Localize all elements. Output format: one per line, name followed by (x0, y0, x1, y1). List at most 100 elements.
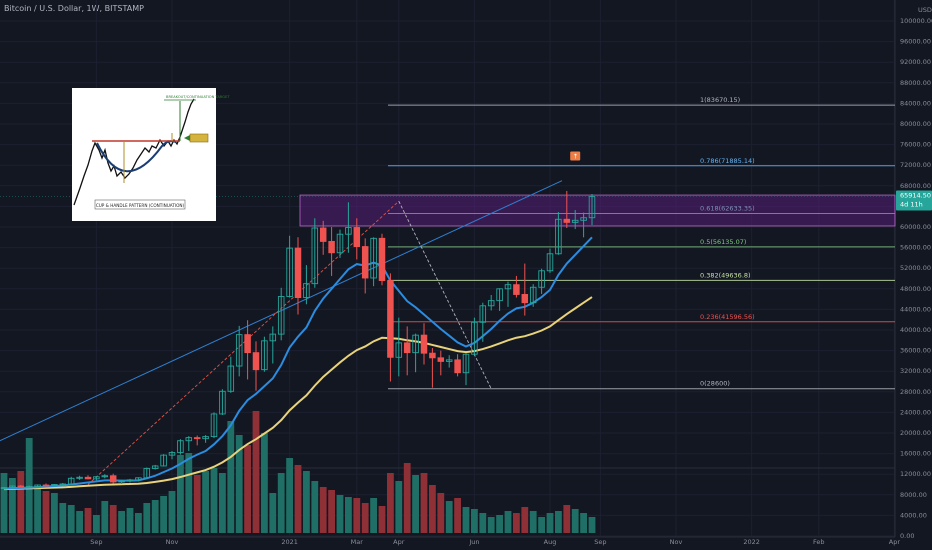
volume-bar (487, 517, 495, 533)
currency-label: USD (918, 6, 932, 14)
candle-body (311, 227, 319, 285)
volume-bar (9, 478, 16, 533)
ema-slow-line (3, 296, 593, 491)
volume-bar (109, 505, 117, 533)
volume-bar (496, 515, 503, 533)
candle-body (286, 247, 293, 297)
svg-text:↑: ↑ (573, 152, 578, 160)
volume-bar (563, 505, 571, 533)
fib-label: 1(83670.15) (700, 96, 740, 104)
y-tick-label: 44000.00 (900, 305, 931, 313)
candle-body (529, 286, 537, 304)
candle-body (336, 233, 344, 254)
candle-body (244, 334, 251, 354)
candle-body (277, 296, 285, 335)
volume-bar (135, 513, 142, 533)
arrow-marker: ↑ (570, 151, 581, 161)
x-tick-label: Nov (166, 538, 179, 546)
candle-body (387, 280, 394, 358)
candle-body (261, 340, 268, 371)
volume-bar (319, 487, 327, 533)
fibonacci-levels: 1(83670.15) 0.786(71885.14) 0.618(62633.35… (388, 96, 895, 390)
candle-body (235, 334, 243, 367)
y-tick-label: 24000.00 (900, 408, 931, 416)
dashed-path-up (87, 200, 400, 485)
candle-body (580, 217, 587, 221)
candle-body (202, 436, 209, 440)
volume-bar (353, 498, 361, 533)
candle-body (429, 352, 436, 359)
volume-bar (454, 498, 461, 533)
volume-bar (387, 473, 394, 533)
candle-body (513, 284, 520, 295)
candle-body (151, 465, 159, 469)
candle-body (126, 479, 134, 482)
grid-lines (0, 0, 896, 538)
volume-bar (412, 475, 419, 533)
volume-bar (361, 503, 369, 533)
volume-bar (420, 473, 428, 533)
y-tick-label: 20000.00 (900, 429, 931, 437)
inset-callout (189, 133, 209, 143)
volume-bar (219, 473, 226, 533)
volume-bar (529, 511, 537, 533)
x-tick-label: Nov (670, 538, 683, 546)
candle-body (17, 485, 25, 488)
candle-body (168, 452, 176, 456)
x-tick-label: Mar (351, 538, 364, 546)
candle-body (555, 218, 562, 255)
volume-bar (118, 511, 125, 533)
candle-body (546, 253, 554, 272)
y-tick-label: 72000.00 (900, 161, 931, 169)
volume-bar (294, 465, 302, 533)
candle-body (403, 342, 411, 354)
x-tick-label: Sep (594, 538, 606, 546)
volume-bar (210, 468, 218, 533)
y-tick-label: 40000.00 (900, 326, 931, 334)
price-badge-value: 65914.50 (900, 192, 931, 200)
candle-body (177, 440, 184, 454)
volume-bar (244, 445, 251, 533)
candle-body (471, 321, 478, 355)
fib-label: 0.5(56135.07) (700, 238, 746, 246)
volume-bar (34, 488, 41, 533)
y-tick-label: 4000.00 (900, 511, 927, 519)
volume-bar (84, 508, 92, 533)
x-tick-label: 2022 (743, 538, 760, 546)
volume-bars (0, 411, 596, 533)
candle-body (303, 283, 310, 299)
volume-bar (76, 511, 83, 533)
volume-bar (51, 493, 58, 533)
candle-body (219, 390, 226, 415)
volume-bar (17, 471, 25, 533)
candle-body (521, 294, 529, 304)
x-tick-label: Jun (468, 538, 479, 546)
ema-fast-line (3, 236, 593, 490)
candle-body (210, 413, 218, 438)
volume-bar (59, 503, 67, 533)
volume-bar (160, 496, 167, 533)
price-badge: 65914.50 4d 11h (896, 190, 932, 211)
fib-label: 0(28600) (700, 380, 730, 388)
volume-bar (437, 493, 445, 533)
candle-body (504, 284, 512, 290)
volume-bar (0, 473, 8, 533)
volume-bar (370, 498, 377, 533)
candle-body (353, 227, 361, 248)
candle-body (193, 437, 201, 440)
volume-bar (403, 463, 411, 533)
volume-bar (445, 501, 453, 533)
candle-body (487, 300, 495, 307)
candle-body (51, 484, 58, 486)
candle-body (345, 227, 352, 235)
volume-bar (479, 513, 487, 533)
candle-body (227, 365, 235, 392)
volume-bar (168, 491, 176, 533)
y-tick-label: 48000.00 (900, 285, 931, 293)
volume-bar (429, 485, 436, 533)
candle-body (395, 342, 403, 358)
fib-label: 0.236(41596.56) (700, 313, 755, 321)
volume-bar (177, 455, 184, 533)
volume-bar (538, 517, 545, 533)
